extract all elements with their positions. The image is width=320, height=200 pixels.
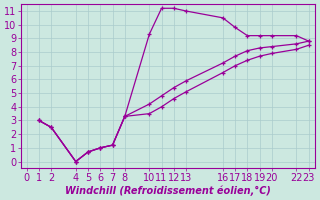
X-axis label: Windchill (Refroidissement éolien,°C): Windchill (Refroidissement éolien,°C) — [65, 185, 271, 196]
